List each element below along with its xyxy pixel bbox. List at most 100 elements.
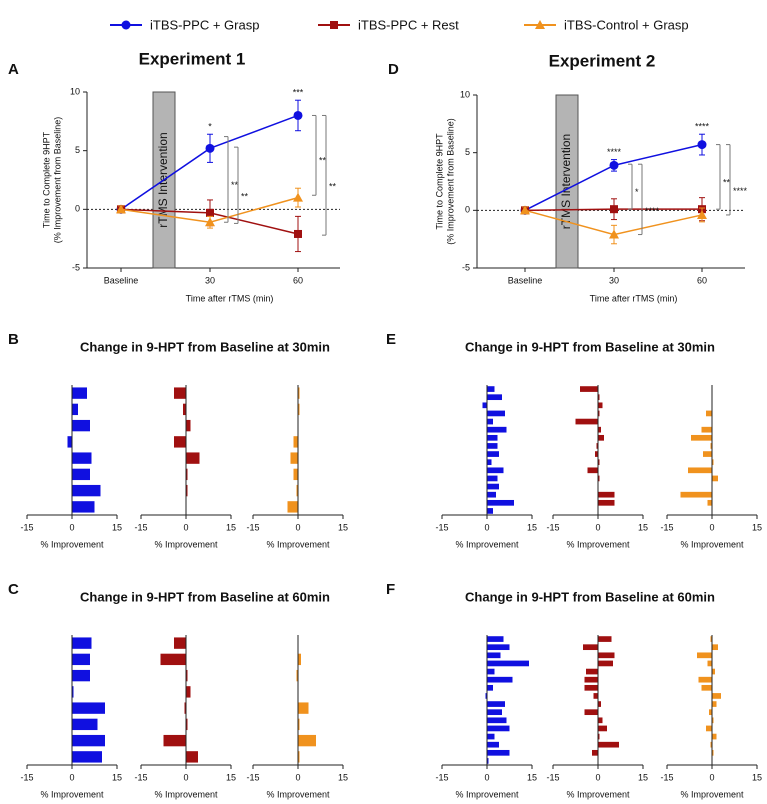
x-tick-label: 0 [69, 522, 74, 532]
x-tick-label: 0 [595, 522, 600, 532]
significance: * [208, 122, 212, 132]
panel-label: E [386, 331, 396, 348]
bar [487, 467, 504, 474]
significance: *** [293, 88, 304, 98]
bar [487, 758, 489, 764]
chart-title: Experiment 1 [139, 49, 246, 68]
bracket-label: * [635, 187, 639, 197]
x-tick-label: 15 [527, 772, 537, 782]
x-tick-label: 15 [226, 772, 236, 782]
bar [485, 693, 487, 699]
bracket-label: ** [241, 192, 249, 202]
x-tick-label: 15 [226, 522, 236, 532]
bar [710, 741, 712, 748]
bar [712, 693, 721, 699]
bar [598, 733, 600, 740]
bar [487, 499, 514, 506]
x-axis-label: % Improvement [566, 539, 630, 549]
bar [487, 636, 504, 642]
bar [487, 459, 492, 466]
x-tick-label: 0 [595, 772, 600, 782]
bar [586, 668, 598, 675]
bar [160, 653, 186, 666]
bar [487, 644, 510, 651]
bar [706, 725, 712, 732]
bar [598, 499, 615, 506]
x-tick-label: -15 [20, 522, 33, 532]
bar [72, 484, 101, 497]
bar [487, 394, 502, 401]
bar [697, 652, 712, 659]
bar [487, 676, 513, 683]
bar [287, 501, 298, 513]
bar [595, 451, 598, 457]
x-tick-label: 0 [295, 522, 300, 532]
bar [72, 653, 90, 666]
x-tick-label: Baseline [508, 275, 543, 285]
bar [72, 669, 90, 682]
bar [706, 410, 712, 417]
bar [186, 484, 188, 497]
point [205, 217, 215, 227]
bar [587, 467, 598, 474]
bar [487, 434, 498, 441]
x-tick-label: -15 [435, 522, 448, 532]
bar [487, 749, 510, 756]
x-tick-label: -15 [660, 772, 673, 782]
point [206, 208, 214, 217]
bracket-label: ** [231, 180, 239, 190]
bar [580, 386, 598, 392]
bar [584, 676, 598, 683]
bar [598, 475, 600, 482]
bar [487, 483, 499, 490]
x-axis-label: % Improvement [455, 789, 519, 799]
bar [680, 491, 712, 498]
bar [701, 426, 712, 433]
intervention-box [555, 94, 579, 269]
bar [712, 459, 714, 466]
x-axis-label: % Improvement [40, 789, 104, 799]
x-tick-label: 0 [709, 772, 714, 782]
bar [67, 436, 72, 448]
x-tick-label: 0 [709, 522, 714, 532]
point [293, 192, 303, 202]
bar [186, 718, 188, 731]
x-tick-label: 0 [484, 522, 489, 532]
x-axis-label: % Improvement [154, 789, 218, 799]
bar [72, 468, 90, 481]
bar [598, 717, 603, 724]
bar [72, 702, 105, 714]
bar [298, 403, 300, 416]
panel-title: Change in 9-HPT from Baseline at 30min [80, 339, 330, 354]
bar [298, 751, 300, 763]
bar [72, 734, 105, 747]
y-tick-label: 5 [465, 147, 470, 157]
bar [598, 701, 601, 707]
bar [487, 684, 493, 691]
point [293, 110, 303, 120]
bar [584, 684, 598, 691]
panel-label: A [8, 61, 19, 78]
bar [487, 418, 493, 425]
bar [487, 709, 502, 716]
bar [186, 751, 198, 763]
bar [701, 684, 712, 691]
legend-label: iTBS-PPC + Rest [358, 17, 459, 32]
legend-marker [330, 21, 338, 29]
x-axis-label: Time after rTMS (min) [590, 293, 678, 303]
x-tick-label: -15 [134, 772, 147, 782]
bar [592, 749, 598, 756]
bar [487, 508, 493, 514]
x-tick-label: -15 [546, 522, 559, 532]
x-tick-label: 15 [638, 772, 648, 782]
x-tick-label: -15 [435, 772, 448, 782]
bar [298, 387, 300, 399]
bar [290, 452, 298, 464]
bar [487, 443, 498, 449]
bar [710, 636, 712, 642]
y-tick-label: -5 [72, 262, 80, 272]
legend-marker [535, 20, 545, 29]
bar [298, 718, 300, 731]
bar [487, 741, 499, 748]
